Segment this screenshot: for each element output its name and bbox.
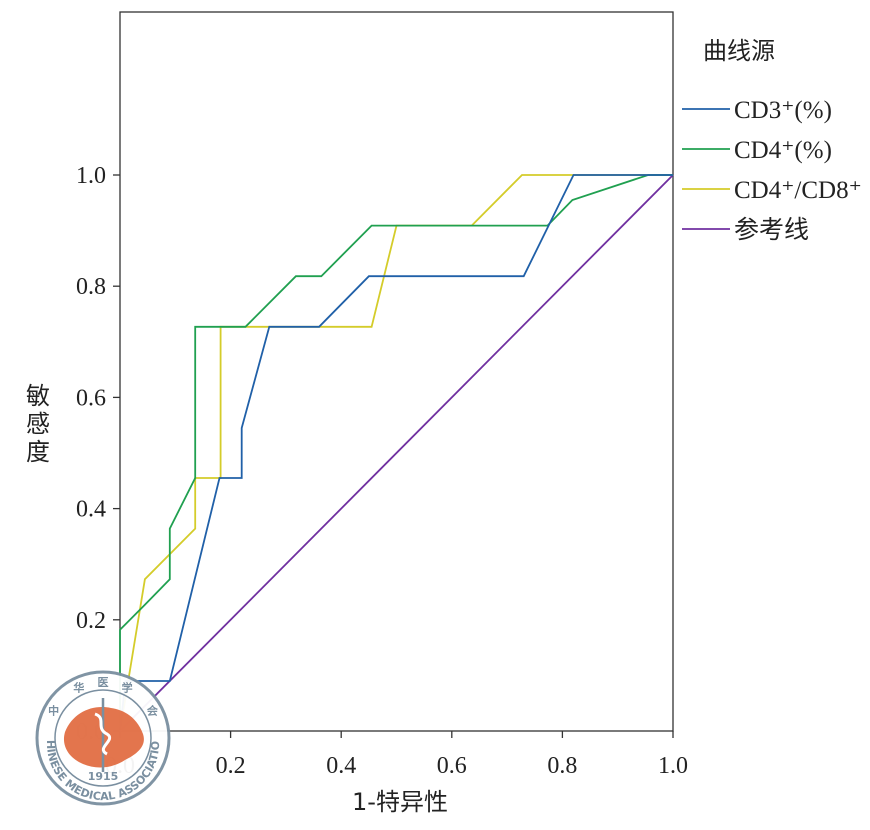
legend-title: 曲线源 [703,37,775,65]
x-tick-label: 0.2 [216,753,246,779]
x-tick-label: 1.0 [658,753,688,779]
svg-text:1915: 1915 [88,770,119,783]
x-tick-label: 0.6 [437,753,467,779]
legend-label: CD4⁺(%) [734,137,832,164]
svg-text:会: 会 [147,704,159,718]
svg-text:学: 学 [122,680,133,694]
axis-ticks: 0.00.20.40.60.81.00.00.20.40.60.81.0 [76,163,688,779]
y-tick-label: 0.4 [76,497,106,523]
svg-text:敏感度: 敏感度 [26,382,50,466]
legend-label: CD3⁺(%) [734,97,832,124]
svg-text:医: 医 [98,676,109,689]
series-lines [119,174,674,732]
svg-text:华: 华 [73,680,84,694]
legend: 曲线源 CD3⁺(%) CD4⁺(%) CD4⁺/CD8⁺ 参考线 [682,37,862,244]
series-line [119,174,674,732]
x-axis-title: 1-特异性 [352,788,448,816]
y-tick-label: 0.2 [76,608,106,634]
y-axis-title: 敏感度 [26,382,50,466]
series-line [119,174,673,731]
y-tick-label: 0.8 [76,274,106,300]
x-tick-label: 0.4 [326,753,356,779]
legend-label: CD4⁺/CD8⁺ [734,177,862,204]
legend-label: 参考线 [734,216,809,244]
plot-frame [119,11,674,732]
y-tick-label: 1.0 [76,163,106,189]
x-tick-label: 0.8 [547,753,577,779]
y-tick-label: 0.6 [76,385,106,411]
series-line [119,174,673,732]
svg-text:中: 中 [48,704,59,718]
